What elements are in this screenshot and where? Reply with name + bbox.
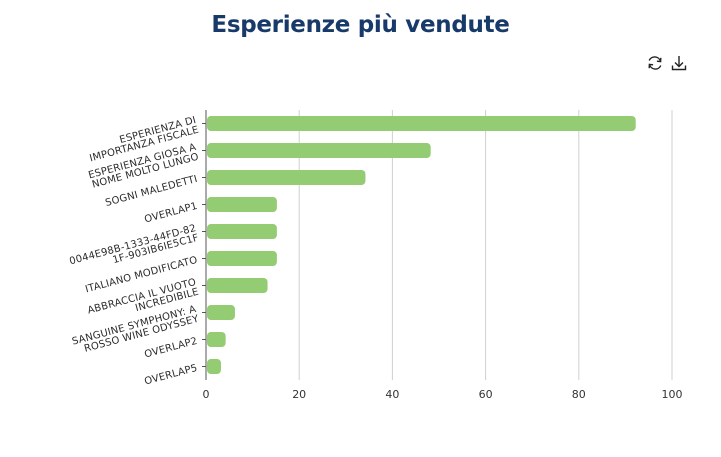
bar <box>207 224 277 239</box>
bar <box>207 332 226 347</box>
bar <box>207 143 431 158</box>
refresh-icon <box>648 56 662 70</box>
chart-title: Esperienze più vendute <box>211 12 510 38</box>
x-tick-label: 100 <box>662 388 683 401</box>
bar <box>207 116 636 131</box>
x-tick-label: 60 <box>479 388 493 401</box>
x-tick-label: 80 <box>572 388 586 401</box>
bar <box>207 305 235 320</box>
bar <box>207 197 277 212</box>
x-tick-label: 40 <box>385 388 399 401</box>
chart-toolbar <box>646 54 688 72</box>
bar <box>207 278 268 293</box>
bar <box>207 359 221 374</box>
refresh-button[interactable] <box>646 54 664 72</box>
category-label: OVERLAP5 <box>143 363 198 388</box>
x-tick-label: 20 <box>292 388 306 401</box>
category-label: OVERLAP1 <box>143 201 198 226</box>
x-tick-label: 0 <box>203 388 210 401</box>
bar <box>207 170 366 185</box>
download-button[interactable] <box>670 54 688 72</box>
category-label: OVERLAP2 <box>143 336 198 361</box>
download-icon <box>671 56 687 71</box>
bar <box>207 251 277 266</box>
